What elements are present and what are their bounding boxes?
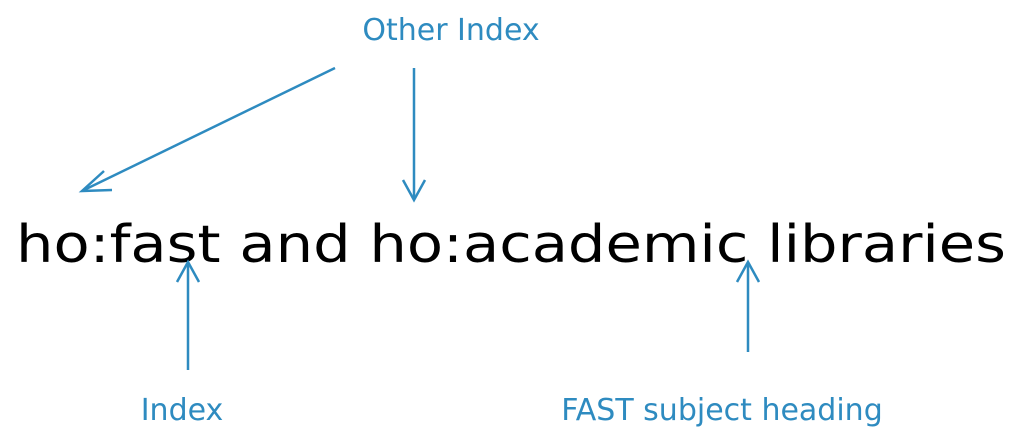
- arrowhead: [735, 259, 761, 283]
- arrow: [83, 66, 336, 192]
- query-text: ho:fast and ho:academic libraries: [16, 215, 1006, 275]
- arrowhead: [78, 170, 113, 193]
- arrowhead: [401, 179, 427, 203]
- label-index: Index: [141, 393, 224, 428]
- label-fast-heading: FAST subject heading: [561, 393, 883, 428]
- arrows: [78, 66, 761, 370]
- label-other-index: Other Index: [362, 13, 539, 48]
- arrowhead: [175, 259, 201, 283]
